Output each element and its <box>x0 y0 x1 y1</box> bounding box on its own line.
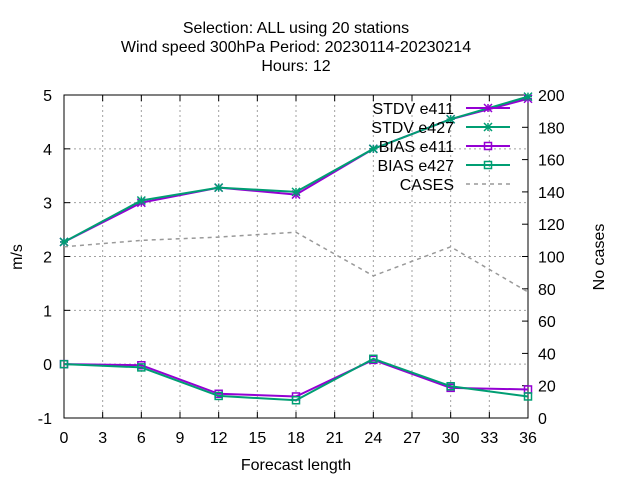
data-point-1 <box>291 187 301 197</box>
y2-axis-label: No cases <box>591 224 608 291</box>
data-point-3 <box>523 392 533 401</box>
y-tick-label: -1 <box>38 411 52 428</box>
x-tick-label: 36 <box>519 430 537 447</box>
x-tick-label: 12 <box>210 430 228 447</box>
x-tick-label: 0 <box>60 430 69 447</box>
data-point-3 <box>59 359 69 369</box>
data-point-1 <box>136 195 146 206</box>
legend-label: BIAS e411 <box>379 139 454 156</box>
y2-tick-label: 0 <box>538 411 547 428</box>
y-tick-label: 2 <box>43 250 52 267</box>
legend-marker <box>483 141 493 151</box>
plot-area <box>59 92 533 405</box>
y-tick-label: 5 <box>43 88 52 105</box>
series-line-4 <box>63 231 529 293</box>
x-tick-label: 21 <box>326 430 344 447</box>
legend: STDV e411 STDV e427 BIAS e411 BIAS e427 CASE… <box>371 101 510 194</box>
title-line-2: Wind speed 300hPa Period: 20230114-20230… <box>121 39 471 56</box>
y2-tick-label: 140 <box>538 185 565 202</box>
legend-label: STDV e427 <box>371 120 454 137</box>
data-point-3 <box>369 354 378 364</box>
data-point-3 <box>446 381 455 391</box>
y2-tick-label: 160 <box>538 153 565 170</box>
x-tick-label: 24 <box>364 430 382 447</box>
x-tick-label: 30 <box>442 430 460 447</box>
y2-tick-label: 40 <box>538 346 556 363</box>
x-tick-label: 6 <box>137 430 146 447</box>
data-point-3 <box>291 395 301 405</box>
data-point-1 <box>214 183 224 193</box>
x-tick-label: 9 <box>176 430 185 447</box>
legend-marker <box>483 160 493 170</box>
x-tick-label: 27 <box>403 430 421 447</box>
y-tick-label: 4 <box>43 142 52 159</box>
data-point-1 <box>446 114 456 124</box>
data-point-1 <box>59 237 69 247</box>
x-tick-label: 15 <box>248 430 266 447</box>
y-axis-label: m/s <box>9 244 26 270</box>
y2-tick-label: 100 <box>538 250 565 267</box>
x-tick-label: 33 <box>480 430 498 447</box>
title-line-1: Selection: ALL using 20 stations <box>183 20 409 37</box>
title-line-3: Hours: 12 <box>261 58 330 75</box>
data-point-3 <box>214 391 223 401</box>
y2-tick-label: 180 <box>538 120 565 137</box>
legend-marker <box>483 122 493 132</box>
x-axis-label: Forecast length <box>241 457 351 474</box>
legend-label: CASES <box>400 177 454 194</box>
legend-label: STDV e411 <box>372 101 454 118</box>
y2-tick-label: 20 <box>538 379 556 396</box>
series-line-3 <box>63 357 529 402</box>
legend-marker <box>483 103 493 113</box>
chart-title: Selection: ALL using 20 stations Wind sp… <box>121 20 471 75</box>
y2-tick-label: 80 <box>538 282 556 299</box>
y-tick-label: 3 <box>43 196 52 213</box>
data-point-3 <box>137 363 146 372</box>
tick-labels: 0 3 6 9 12 15 18 21 24 27 30 33 36-10123450204060801… <box>38 88 565 447</box>
axes <box>63 94 529 419</box>
y-tick-label: 1 <box>43 303 52 320</box>
y2-tick-label: 200 <box>538 88 565 105</box>
x-tick-label: 18 <box>287 430 305 447</box>
y-tick-label: 0 <box>43 357 52 374</box>
y2-tick-label: 120 <box>538 217 565 234</box>
data-point-1 <box>523 92 533 102</box>
grid-lines <box>64 95 528 418</box>
y2-tick-label: 60 <box>538 314 556 331</box>
x-tick-label: 3 <box>98 430 107 447</box>
data-point-1 <box>368 144 378 154</box>
legend-label: BIAS e427 <box>378 158 455 175</box>
